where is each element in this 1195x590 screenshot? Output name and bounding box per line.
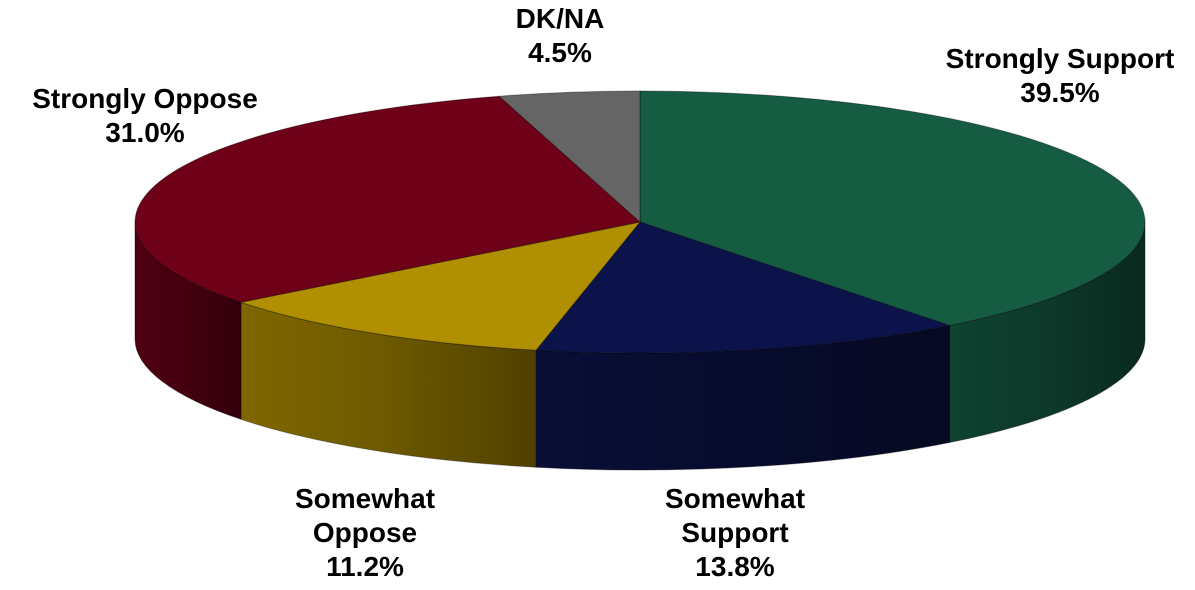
pie-slice-somewhat-oppose <box>239 221 642 351</box>
label-somewhat-oppose-value: 11.2% <box>326 551 404 582</box>
pie-slice-somewhat-support <box>535 221 952 354</box>
label-strongly-oppose: Strongly Oppose 31.0% <box>0 82 290 150</box>
label-strongly-oppose-value: 31.0% <box>105 117 185 148</box>
pie-slice-strongly-support <box>639 90 1146 327</box>
label-dk-na-name: DK/NA <box>515 3 605 34</box>
label-strongly-support: Strongly Support 39.5% <box>920 42 1195 110</box>
label-somewhat-support-name: Somewhat Support <box>664 483 806 548</box>
label-strongly-support-name: Strongly Support <box>945 43 1175 74</box>
pie-slice-dk-na <box>497 90 641 224</box>
label-strongly-oppose-name: Strongly Oppose <box>32 83 258 114</box>
label-strongly-support-value: 39.5% <box>1020 77 1100 108</box>
label-dk-na-value: 4.5% <box>528 37 592 68</box>
label-dk-na: DK/NA 4.5% <box>480 2 640 70</box>
label-somewhat-support-value: 13.8% <box>695 551 775 582</box>
pie-slice-strongly-oppose <box>134 95 642 303</box>
label-somewhat-oppose: Somewhat Oppose 11.2% <box>250 482 480 584</box>
label-somewhat-support: Somewhat Support 13.8% <box>620 482 850 584</box>
label-somewhat-oppose-name: Somewhat Oppose <box>294 483 436 548</box>
pie-tops <box>134 90 1146 354</box>
pie-sides <box>134 221 1146 471</box>
